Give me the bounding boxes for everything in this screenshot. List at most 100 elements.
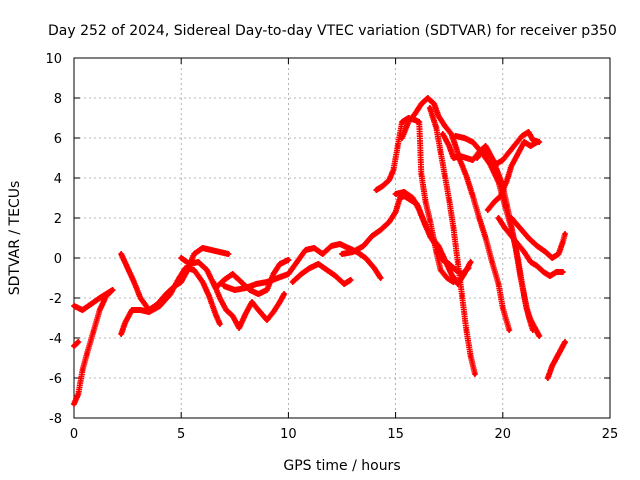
data-point xyxy=(449,271,454,277)
data-point xyxy=(264,279,270,285)
data-point xyxy=(76,391,81,397)
data-point xyxy=(519,281,525,287)
data-point xyxy=(236,325,242,331)
series-arc-14 xyxy=(426,105,478,377)
data-point xyxy=(432,101,437,107)
data-point xyxy=(528,143,533,149)
data-point xyxy=(509,225,514,231)
data-point xyxy=(494,161,499,167)
data-point xyxy=(500,305,505,311)
data-point xyxy=(474,155,480,161)
series-arc-19 xyxy=(495,215,566,279)
data-point xyxy=(444,275,450,281)
data-point xyxy=(254,281,259,287)
data-point xyxy=(91,329,96,335)
data-point xyxy=(519,133,525,139)
data-point xyxy=(549,363,555,369)
data-point xyxy=(393,191,398,197)
data-point xyxy=(191,251,197,257)
y-tick-label: -8 xyxy=(49,412,62,427)
data-point xyxy=(281,291,287,297)
data-point xyxy=(423,223,428,229)
data-point xyxy=(560,239,565,245)
data-point xyxy=(374,187,379,193)
data-point xyxy=(434,249,439,255)
data-point xyxy=(264,287,270,293)
data-point xyxy=(500,157,505,163)
data-point xyxy=(183,265,188,271)
y-tick-label: -6 xyxy=(49,372,62,387)
data-point xyxy=(391,167,396,173)
data-point xyxy=(378,275,383,281)
data-point xyxy=(489,259,495,265)
data-point xyxy=(457,153,463,159)
data-point xyxy=(513,141,518,147)
series-markers xyxy=(495,215,566,279)
data-point xyxy=(556,251,561,257)
data-point xyxy=(498,193,503,199)
data-point xyxy=(459,293,465,299)
data-point xyxy=(528,259,533,265)
data-point xyxy=(346,245,351,251)
data-point xyxy=(417,207,422,213)
series-arc-9 xyxy=(289,261,354,287)
data-point xyxy=(429,235,435,241)
data-point xyxy=(419,171,424,177)
x-tick-label: 20 xyxy=(495,427,512,442)
data-point xyxy=(196,259,201,265)
data-point xyxy=(517,225,523,231)
data-point xyxy=(294,259,300,265)
series-arc-3 xyxy=(71,339,82,349)
data-point xyxy=(256,291,261,297)
x-tick-label: 10 xyxy=(280,427,297,442)
data-point xyxy=(515,255,520,261)
data-point xyxy=(442,123,448,129)
data-point xyxy=(224,307,229,313)
data-point xyxy=(447,143,452,149)
data-point xyxy=(425,95,430,101)
data-point xyxy=(232,287,237,293)
data-point xyxy=(449,131,454,137)
data-point xyxy=(399,119,405,125)
data-point xyxy=(286,257,291,263)
data-point xyxy=(532,325,538,331)
data-point xyxy=(477,215,482,221)
data-point xyxy=(395,143,400,149)
data-point xyxy=(502,203,508,209)
data-point xyxy=(333,273,338,279)
data-point xyxy=(211,279,216,285)
data-point xyxy=(104,293,109,299)
data-point xyxy=(470,157,475,163)
data-point xyxy=(483,143,488,149)
series-arc-18 xyxy=(484,139,541,213)
data-point xyxy=(468,259,473,265)
data-point xyxy=(209,247,214,253)
data-point xyxy=(97,307,102,313)
data-point xyxy=(464,327,469,333)
data-point xyxy=(496,215,501,221)
data-point xyxy=(275,275,280,281)
data-point xyxy=(277,261,282,267)
data-point xyxy=(492,199,497,205)
data-point xyxy=(256,307,261,313)
data-point xyxy=(138,295,143,301)
data-point xyxy=(468,353,473,359)
data-point xyxy=(71,343,77,349)
data-point xyxy=(438,149,443,155)
data-point xyxy=(138,307,143,313)
data-point xyxy=(350,249,355,255)
data-point xyxy=(485,207,490,213)
data-point xyxy=(528,317,533,323)
data-point xyxy=(230,313,235,319)
chart-title: Day 252 of 2024, Sidereal Day-to-day VTE… xyxy=(48,23,617,39)
data-point xyxy=(213,311,218,317)
data-point xyxy=(191,267,197,273)
data-point xyxy=(378,227,383,233)
data-point xyxy=(524,305,529,311)
data-point xyxy=(176,275,182,281)
data-point xyxy=(393,209,398,215)
plot-frame xyxy=(73,57,611,419)
data-point xyxy=(537,333,542,339)
data-point xyxy=(125,265,130,271)
data-point xyxy=(462,271,467,277)
